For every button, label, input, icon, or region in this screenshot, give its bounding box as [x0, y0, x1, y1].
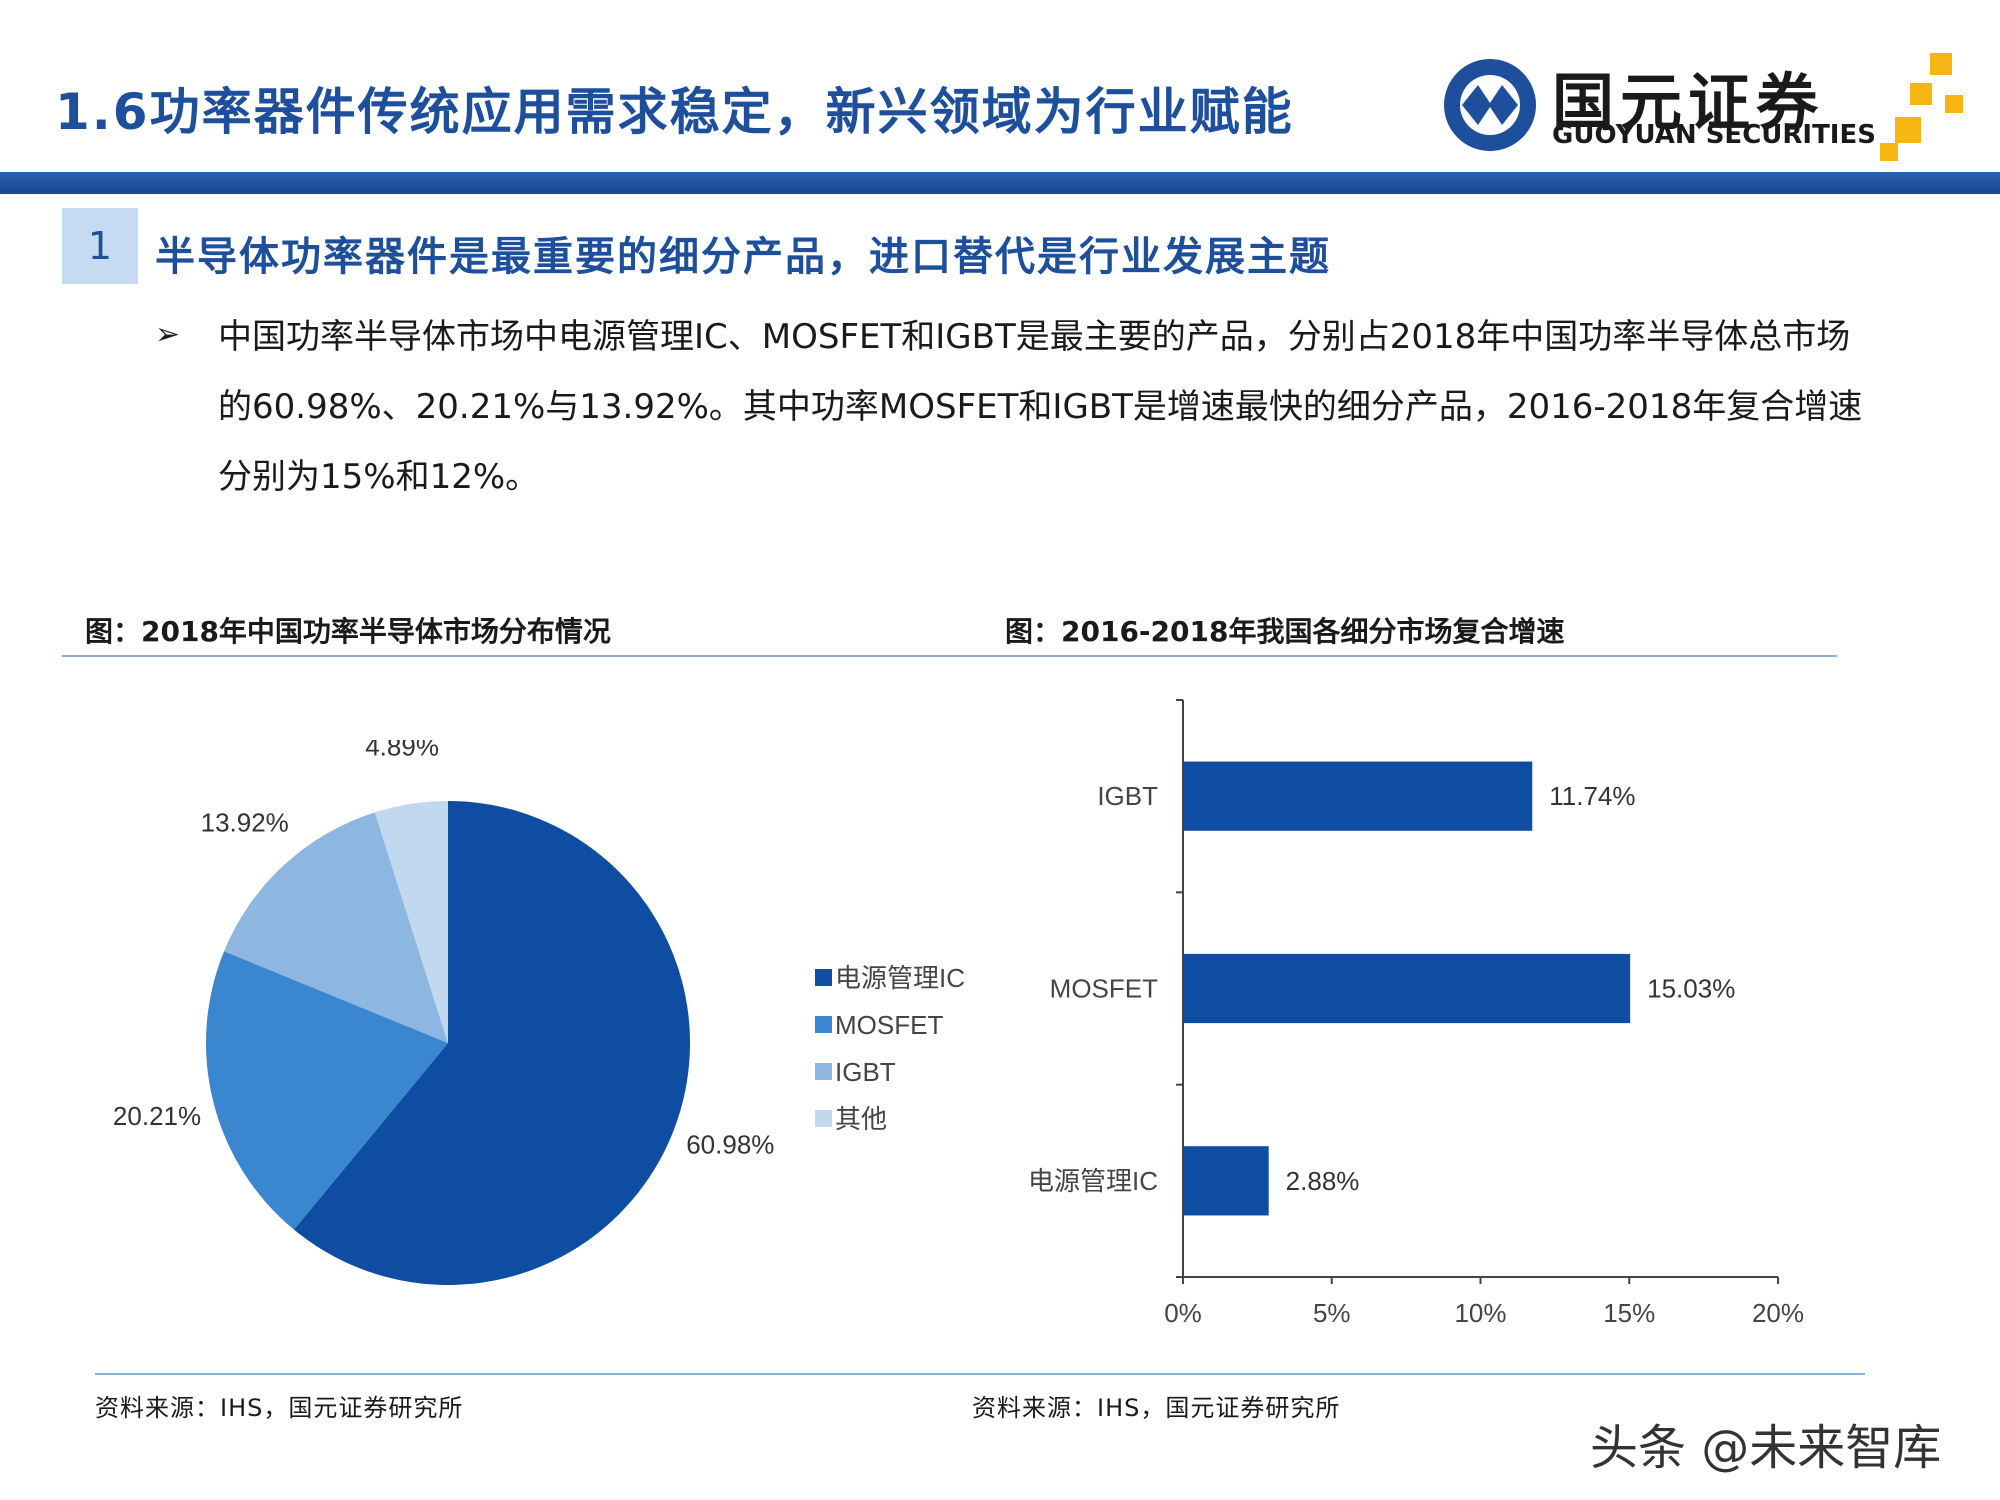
- watermark: 头条 @未来智库: [1590, 1420, 1942, 1476]
- legend-swatch: [815, 969, 832, 986]
- figure-1-source: 资料来源：IHS，国元证券研究所: [95, 1394, 464, 1422]
- legend-entry: 其他: [835, 1104, 887, 1134]
- x-tick-label: 20%: [1752, 1298, 1804, 1328]
- figure-2-source: 资料来源：IHS，国元证券研究所: [972, 1394, 1341, 1422]
- header-divider-bar: [0, 172, 2000, 194]
- x-tick-label: 5%: [1313, 1298, 1351, 1328]
- bar: [1183, 761, 1533, 831]
- section-number: 1: [87, 224, 113, 268]
- pie-slice: [374, 801, 448, 1043]
- figure-bottom-rule: [95, 1373, 1865, 1375]
- logo-name-cn: 国元证券: [1552, 66, 1825, 139]
- x-tick-label: 10%: [1454, 1298, 1506, 1328]
- section-title: 半导体功率器件是最重要的细分产品，进口替代是行业发展主题: [155, 234, 1331, 280]
- x-tick-label: 0%: [1164, 1298, 1202, 1328]
- pie-slice: [293, 801, 690, 1285]
- bar-data-label: 15.03%: [1647, 974, 1735, 1004]
- x-tick-label: 15%: [1603, 1298, 1655, 1328]
- figure-2-title: 图：2016-2018年我国各细分市场复合增速: [1005, 615, 1565, 648]
- pie-data-label: 20.21%: [113, 1101, 201, 1131]
- category-label: 电源管理IC: [1028, 1166, 1158, 1196]
- bullet-text: 中国功率半导体市场中电源管理IC、MOSFET和IGBT是最主要的产品，分别占2…: [218, 317, 1863, 497]
- legend-entry: 电源管理IC: [835, 963, 965, 993]
- category-label: IGBT: [1097, 781, 1158, 811]
- legend-entry: MOSFET: [835, 1010, 943, 1040]
- pie-chart: 60.98% 20.21% 13.92% 4.89% 电源管理IC MOSFET IGBT…: [113, 740, 965, 1285]
- legend-entry: IGBT: [835, 1057, 896, 1087]
- bar-data-label: 11.74%: [1549, 781, 1635, 811]
- guoyuan-logo: [1444, 53, 1963, 161]
- bullet-arrow-icon: ➢: [155, 317, 181, 352]
- section-number-box: [62, 208, 138, 284]
- figure-1-title: 图：2018年中国功率半导体市场分布情况: [85, 615, 611, 648]
- bar: [1183, 953, 1631, 1024]
- legend-swatch: [815, 1016, 832, 1033]
- pie-slice: [205, 951, 448, 1230]
- pie-data-label: 13.92%: [201, 807, 289, 837]
- legend-swatch: [815, 1110, 832, 1127]
- legend-swatch: [815, 1063, 832, 1080]
- figure-top-rule: [62, 655, 1837, 657]
- pie-data-label: 60.98%: [686, 1129, 774, 1159]
- pie-data-label: 4.89%: [365, 740, 439, 762]
- category-label: MOSFET: [1050, 974, 1158, 1004]
- logo-name-en: GUOYUAN SECURITIES: [1552, 120, 1876, 150]
- bar-chart: 0% 5% 10% 15% 20% IGBT 11.74% MOSFET 15.03% 电源管理…: [1028, 699, 1804, 1328]
- bar-data-label: 2.88%: [1286, 1166, 1360, 1196]
- pie-slice: [224, 812, 448, 1043]
- bar: [1183, 1146, 1269, 1216]
- page-title: 1.6功率器件传统应用需求稳定，新兴领域为行业赋能: [55, 83, 1294, 141]
